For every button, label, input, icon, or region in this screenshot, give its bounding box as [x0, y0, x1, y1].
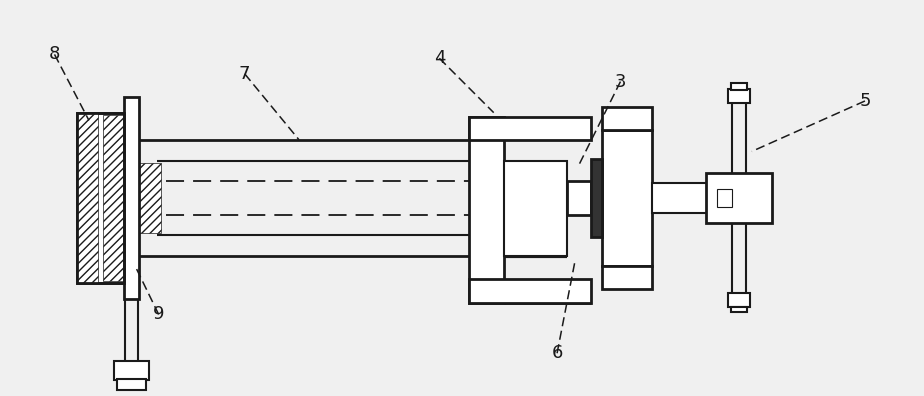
Bar — [139, 163, 162, 233]
Text: 3: 3 — [614, 72, 626, 91]
Bar — [77, 112, 124, 284]
Bar — [117, 379, 146, 390]
Bar — [602, 130, 652, 266]
Bar — [717, 189, 732, 207]
Bar — [602, 107, 652, 130]
Bar — [707, 173, 772, 223]
Bar — [728, 89, 750, 103]
Bar — [77, 112, 124, 284]
Text: 6: 6 — [552, 344, 563, 362]
Bar — [728, 293, 750, 307]
Text: 8: 8 — [49, 46, 60, 63]
Text: 4: 4 — [433, 49, 445, 67]
Bar — [504, 161, 567, 256]
Bar — [602, 266, 652, 289]
Bar — [124, 97, 139, 299]
Bar — [115, 361, 149, 381]
Bar — [103, 114, 124, 282]
Bar — [731, 83, 748, 90]
Bar — [731, 307, 748, 312]
Text: 7: 7 — [239, 65, 250, 83]
Bar — [652, 183, 732, 213]
Bar — [469, 116, 504, 303]
Bar — [77, 112, 98, 284]
Text: 5: 5 — [859, 92, 870, 110]
Bar — [469, 280, 591, 303]
Bar — [469, 116, 591, 140]
Bar — [591, 159, 602, 237]
Bar — [567, 181, 591, 215]
Text: 9: 9 — [152, 305, 164, 324]
